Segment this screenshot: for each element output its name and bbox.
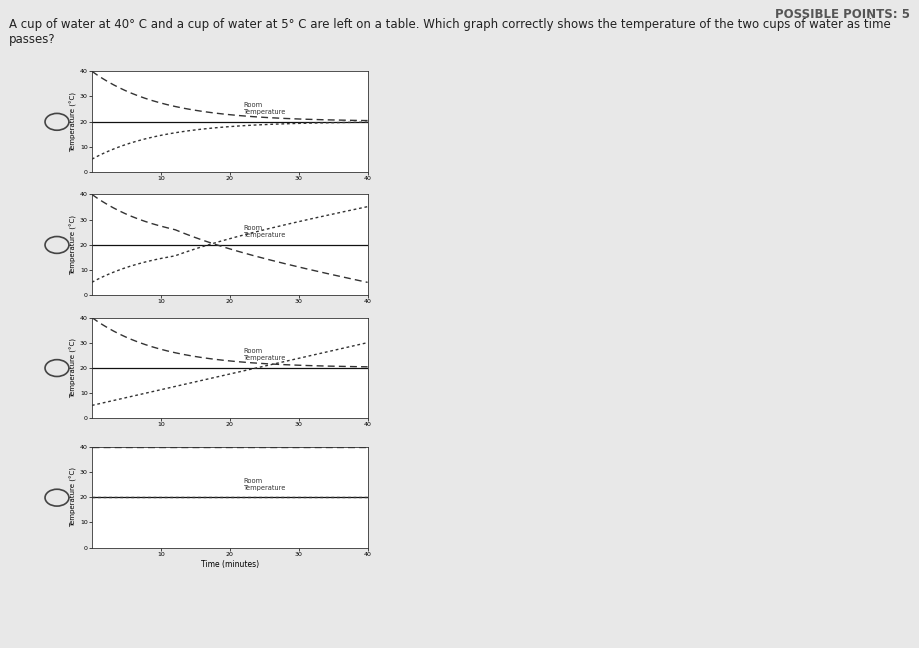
Text: A cup of water at 40° C and a cup of water at 5° C are left on a table. Which gr: A cup of water at 40° C and a cup of wat… — [9, 18, 891, 46]
Y-axis label: Temperature (°C): Temperature (°C) — [70, 467, 77, 527]
Y-axis label: Temperature (°C): Temperature (°C) — [70, 214, 77, 275]
Text: Room
Temperature: Room Temperature — [244, 102, 286, 115]
Y-axis label: Temperature (°C): Temperature (°C) — [70, 91, 77, 152]
Y-axis label: Temperature (°C): Temperature (°C) — [70, 338, 77, 398]
X-axis label: Time (minutes): Time (minutes) — [200, 559, 259, 568]
Text: Room
Temperature: Room Temperature — [244, 349, 286, 362]
Text: POSSIBLE POINTS: 5: POSSIBLE POINTS: 5 — [775, 8, 910, 21]
Text: Room
Temperature: Room Temperature — [244, 478, 286, 491]
Text: Room
Temperature: Room Temperature — [244, 226, 286, 238]
